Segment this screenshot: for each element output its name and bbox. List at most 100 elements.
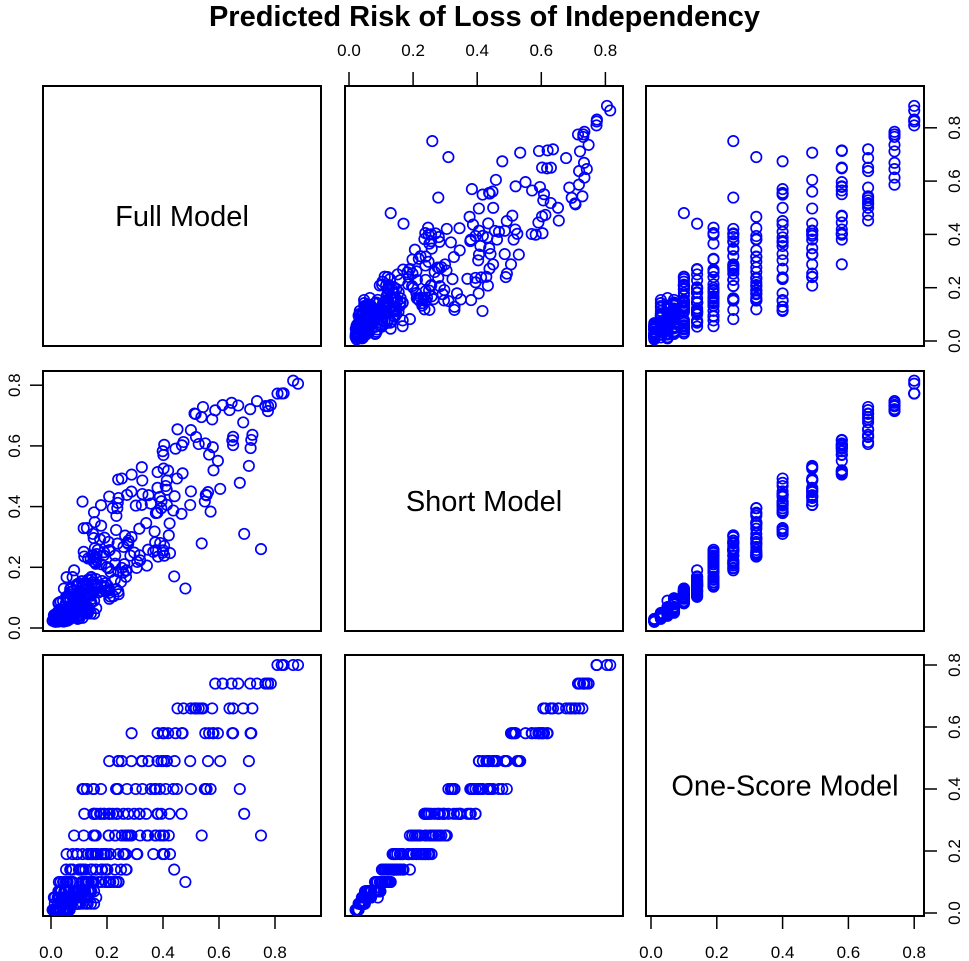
data-point (908, 387, 921, 400)
data-point (418, 233, 431, 246)
data-point (691, 570, 704, 583)
data-point (87, 506, 101, 519)
data-point (727, 529, 740, 542)
data-point (750, 502, 763, 515)
data-point (171, 702, 184, 715)
data-point (142, 543, 155, 556)
data-point (403, 262, 416, 276)
x-tick-label-bottom: 0.6 (837, 943, 861, 961)
data-point (465, 183, 478, 196)
data-point (835, 258, 848, 271)
data-point (727, 293, 740, 306)
data-point (163, 517, 176, 530)
data-point (163, 848, 177, 861)
data-point (95, 519, 108, 532)
data-point (677, 207, 690, 220)
data-point (77, 782, 90, 796)
data-point (509, 180, 522, 193)
data-point (691, 305, 704, 318)
data-point (59, 875, 72, 889)
y-tick-label-left: 0.8 (5, 373, 24, 397)
data-point (188, 407, 201, 420)
data-point (101, 863, 114, 876)
data-point (371, 308, 384, 321)
data-point (107, 875, 120, 889)
data-point (120, 863, 133, 876)
data-point (413, 294, 426, 307)
diagonal-labels: Full Model Short Model One-Score Model (115, 201, 899, 803)
data-point (109, 557, 122, 570)
data-point (204, 782, 217, 796)
x-tick-label-top: 0.6 (529, 41, 553, 60)
data-point (94, 782, 108, 796)
data-point (580, 163, 593, 176)
data-point (233, 782, 246, 796)
data-point (577, 156, 591, 169)
data-point (160, 483, 173, 496)
data-point (500, 782, 513, 796)
data-point (184, 782, 197, 796)
data-point (727, 135, 740, 148)
y-tick-label-right: 0.2 (945, 276, 964, 300)
data-point (481, 782, 494, 796)
data-point (99, 875, 112, 889)
data-point (888, 156, 901, 169)
data-point (110, 782, 123, 796)
y-tick-label-right: 0.0 (945, 901, 964, 925)
data-point (486, 185, 499, 198)
data-point (162, 829, 175, 842)
data-point (677, 320, 690, 333)
data-point (565, 191, 578, 204)
data-point (287, 658, 300, 672)
data-point (835, 227, 848, 240)
data-point (888, 145, 901, 158)
full-model-label: Full Model (115, 201, 249, 233)
y-tick-label-right: 0.4 (945, 777, 964, 801)
data-point (463, 210, 476, 223)
data-point (216, 677, 229, 690)
data-point (242, 755, 255, 768)
x-tick-label-bottom: 0.2 (705, 943, 729, 961)
data-point (103, 543, 116, 557)
data-point (835, 184, 848, 197)
data-point (406, 829, 419, 842)
data-point (565, 702, 578, 715)
data-point (448, 303, 461, 316)
data-point (776, 239, 789, 253)
data-point (888, 171, 901, 184)
axes: 0.0 0.2 0.4 0.6 0.8 0.0 0.2 0.4 0.6 0.8 0.0 0.2 0.4 0… (5, 41, 964, 961)
data-point (727, 235, 740, 248)
data-point (707, 578, 720, 591)
data-point (519, 727, 532, 740)
data-point (677, 588, 690, 601)
data-point (453, 244, 466, 257)
data-point (707, 221, 720, 234)
data-point (203, 727, 216, 740)
data-point (750, 233, 763, 246)
data-point (95, 807, 108, 820)
data-point (482, 217, 495, 230)
data-point (163, 807, 176, 820)
data-point (806, 202, 819, 215)
data-point (75, 875, 88, 889)
data-point (677, 294, 690, 307)
data-point (378, 875, 391, 889)
data-point (129, 782, 142, 796)
data-point (188, 702, 201, 715)
x-tick-label-top: 0.4 (465, 41, 489, 60)
data-point (544, 161, 557, 174)
data-point (835, 144, 848, 157)
data-point (386, 283, 399, 296)
data-point (226, 727, 239, 740)
data-point (227, 439, 240, 452)
data-point (707, 278, 720, 291)
data-point (214, 755, 227, 768)
data-point (472, 254, 485, 267)
data-point (529, 228, 542, 241)
points (46, 99, 921, 916)
data-point (465, 294, 478, 307)
data-point (677, 300, 690, 313)
data-point (291, 658, 305, 672)
x-tick-label-bottom: 0.8 (902, 943, 926, 961)
data-point (571, 128, 585, 141)
